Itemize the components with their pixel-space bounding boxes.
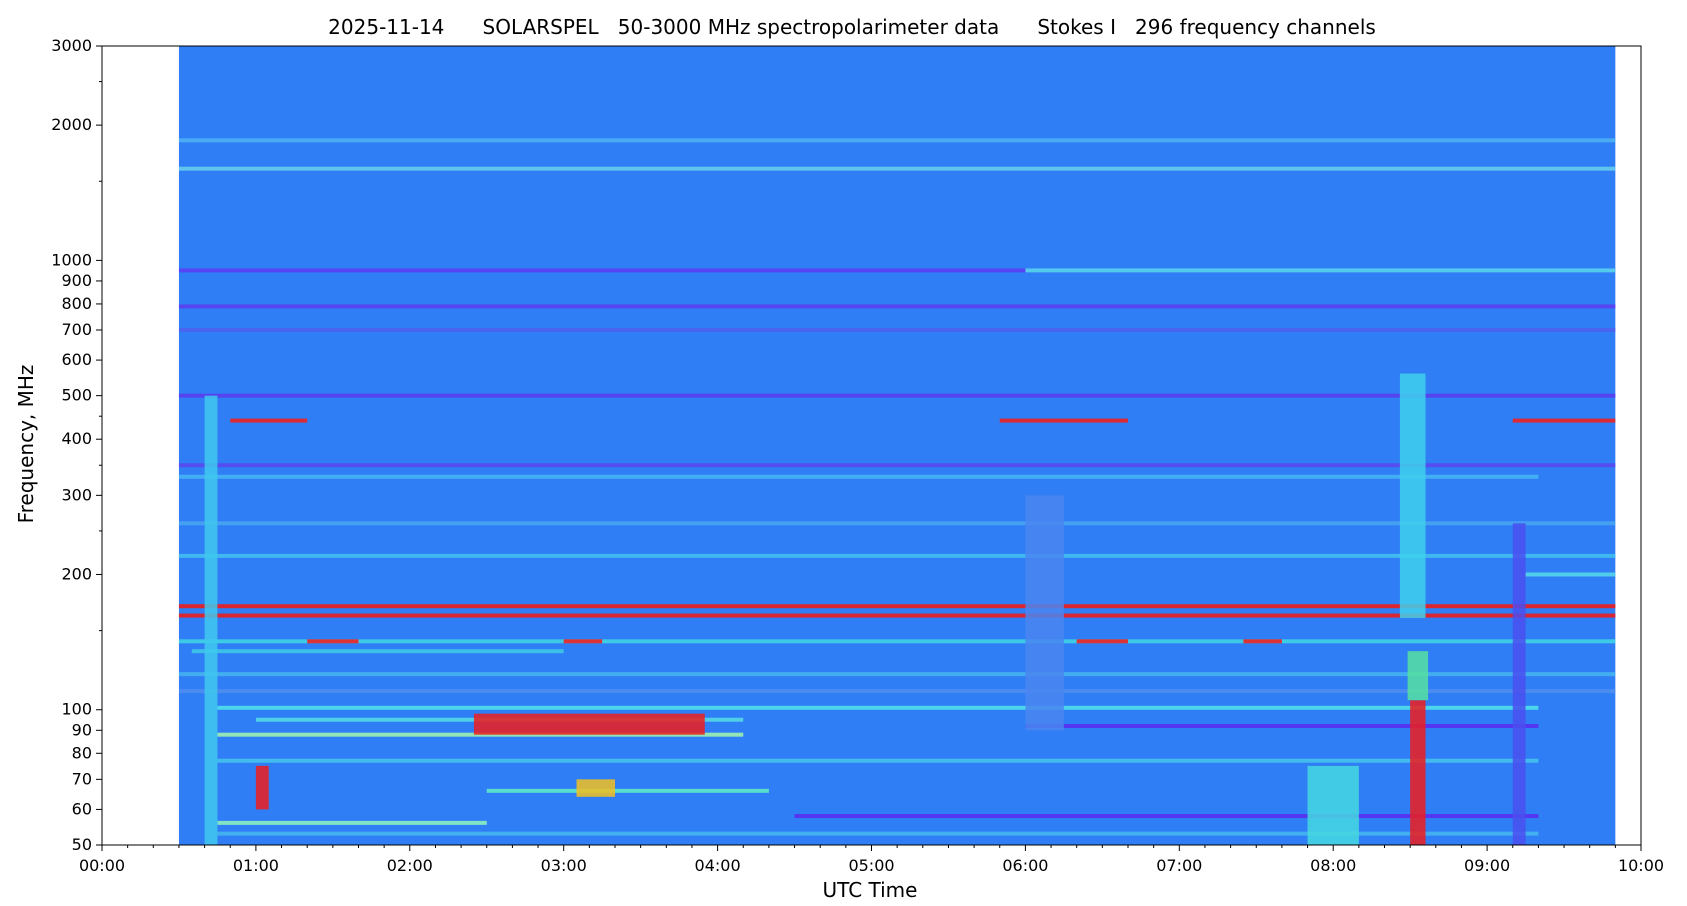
emission-band [486,788,769,793]
emission-band [178,268,1616,273]
x-tick-label: 07:00 [1156,856,1202,875]
x-tick-label: 03:00 [541,856,587,875]
emission-band [217,758,1539,763]
emission-band [178,613,1616,618]
emission-band [307,639,359,644]
burst-region [1307,765,1359,845]
burst-region [1407,651,1429,701]
emission-band [1076,639,1128,644]
x-tick-label: 04:00 [695,856,741,875]
y-tick-label: 800 [61,294,92,313]
y-tick-label: 500 [61,386,92,405]
emission-band [178,327,1616,332]
x-tick-label: 10:00 [1618,856,1664,875]
y-tick-label: 100 [61,700,92,719]
y-tick-label: 60 [72,799,92,818]
emission-band [217,831,1539,836]
y-tick-label: 70 [72,769,92,788]
y-tick-label: 900 [61,271,92,290]
y-tick-label: 50 [72,835,92,854]
x-tick-label: 00:00 [79,856,125,875]
burst-region [1399,373,1426,619]
emission-band [178,689,1616,694]
x-tick-label: 09:00 [1464,856,1510,875]
y-axis-label: Frequency, MHz [14,365,38,524]
emission-band [178,672,1616,677]
burst-region [576,779,615,797]
emission-band [178,639,1616,644]
emission-band [178,521,1616,526]
burst-region [473,713,705,735]
emission-band [230,418,308,423]
burst-region [1410,700,1426,845]
burst-region [204,395,218,845]
emission-band [178,138,1616,143]
emission-band [178,604,1616,609]
burst-region [1025,495,1064,731]
y-tick-label: 1000 [51,250,92,269]
y-tick-label: 600 [61,350,92,369]
emission-band [178,474,1539,479]
emission-band [178,304,1616,309]
emission-band [178,166,1616,171]
emission-band [178,463,1616,468]
emission-band [217,820,487,825]
y-tick-label: 3000 [51,36,92,55]
emission-band [217,705,1539,710]
x-tick-label: 08:00 [1310,856,1356,875]
emission-band [1512,418,1616,423]
emission-band [794,814,1539,819]
emission-band [1025,724,1539,729]
emission-band [178,553,1616,558]
emission-band [563,639,603,644]
y-tick-label: 200 [61,564,92,583]
emission-band [999,418,1128,423]
emission-band [1243,639,1282,644]
emission-band [178,393,1616,398]
y-tick-label: 2000 [51,115,92,134]
plot-area [101,45,1642,846]
chart-title: 2025-11-14 SOLARSPEL 50-3000 MHz spectro… [328,15,1376,39]
emission-band [1025,268,1616,273]
burst-region [1512,523,1526,845]
x-tick-label: 01:00 [233,856,279,875]
x-axis: 00:00 01:00 02:00 03:00 04:00 05:00 06:00 07:00… [79,845,1664,875]
x-tick-label: 05:00 [848,856,894,875]
y-tick-label: 90 [72,720,92,739]
emission-band [1525,572,1616,577]
burst-region [255,765,269,810]
y-tick-label: 80 [72,743,92,762]
x-axis-label: UTC Time [823,878,918,902]
y-tick-label: 300 [61,485,92,504]
x-tick-label: 02:00 [387,856,433,875]
y-tick-label: 700 [61,320,92,339]
x-tick-label: 06:00 [1002,856,1048,875]
spectrogram-data-region [178,46,1616,845]
emission-band [191,649,564,654]
y-tick-label: 400 [61,429,92,448]
